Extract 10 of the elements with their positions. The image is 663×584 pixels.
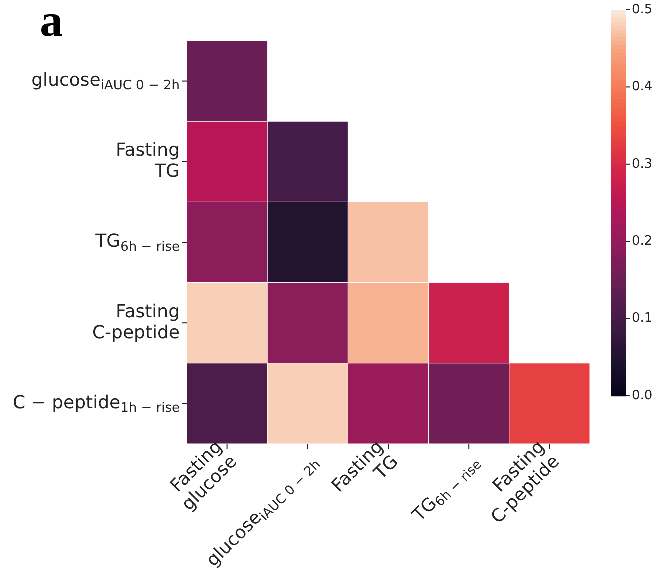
color-bar-label: 0.2 <box>632 234 653 249</box>
color-bar-label: 0.5 <box>632 2 653 18</box>
x-tick-label: TG6h − rise <box>408 458 486 527</box>
color-bar-label: 0.1 <box>632 311 653 326</box>
color-bar-label: 0.3 <box>632 156 653 172</box>
color-bar-label: 0.4 <box>632 80 653 95</box>
y-tick-label: Fasting TG <box>116 140 180 182</box>
color-bar-label: 0.0 <box>632 388 653 404</box>
y-tick-label: Fasting C-peptide <box>92 301 180 344</box>
chart-title: a <box>40 0 63 47</box>
